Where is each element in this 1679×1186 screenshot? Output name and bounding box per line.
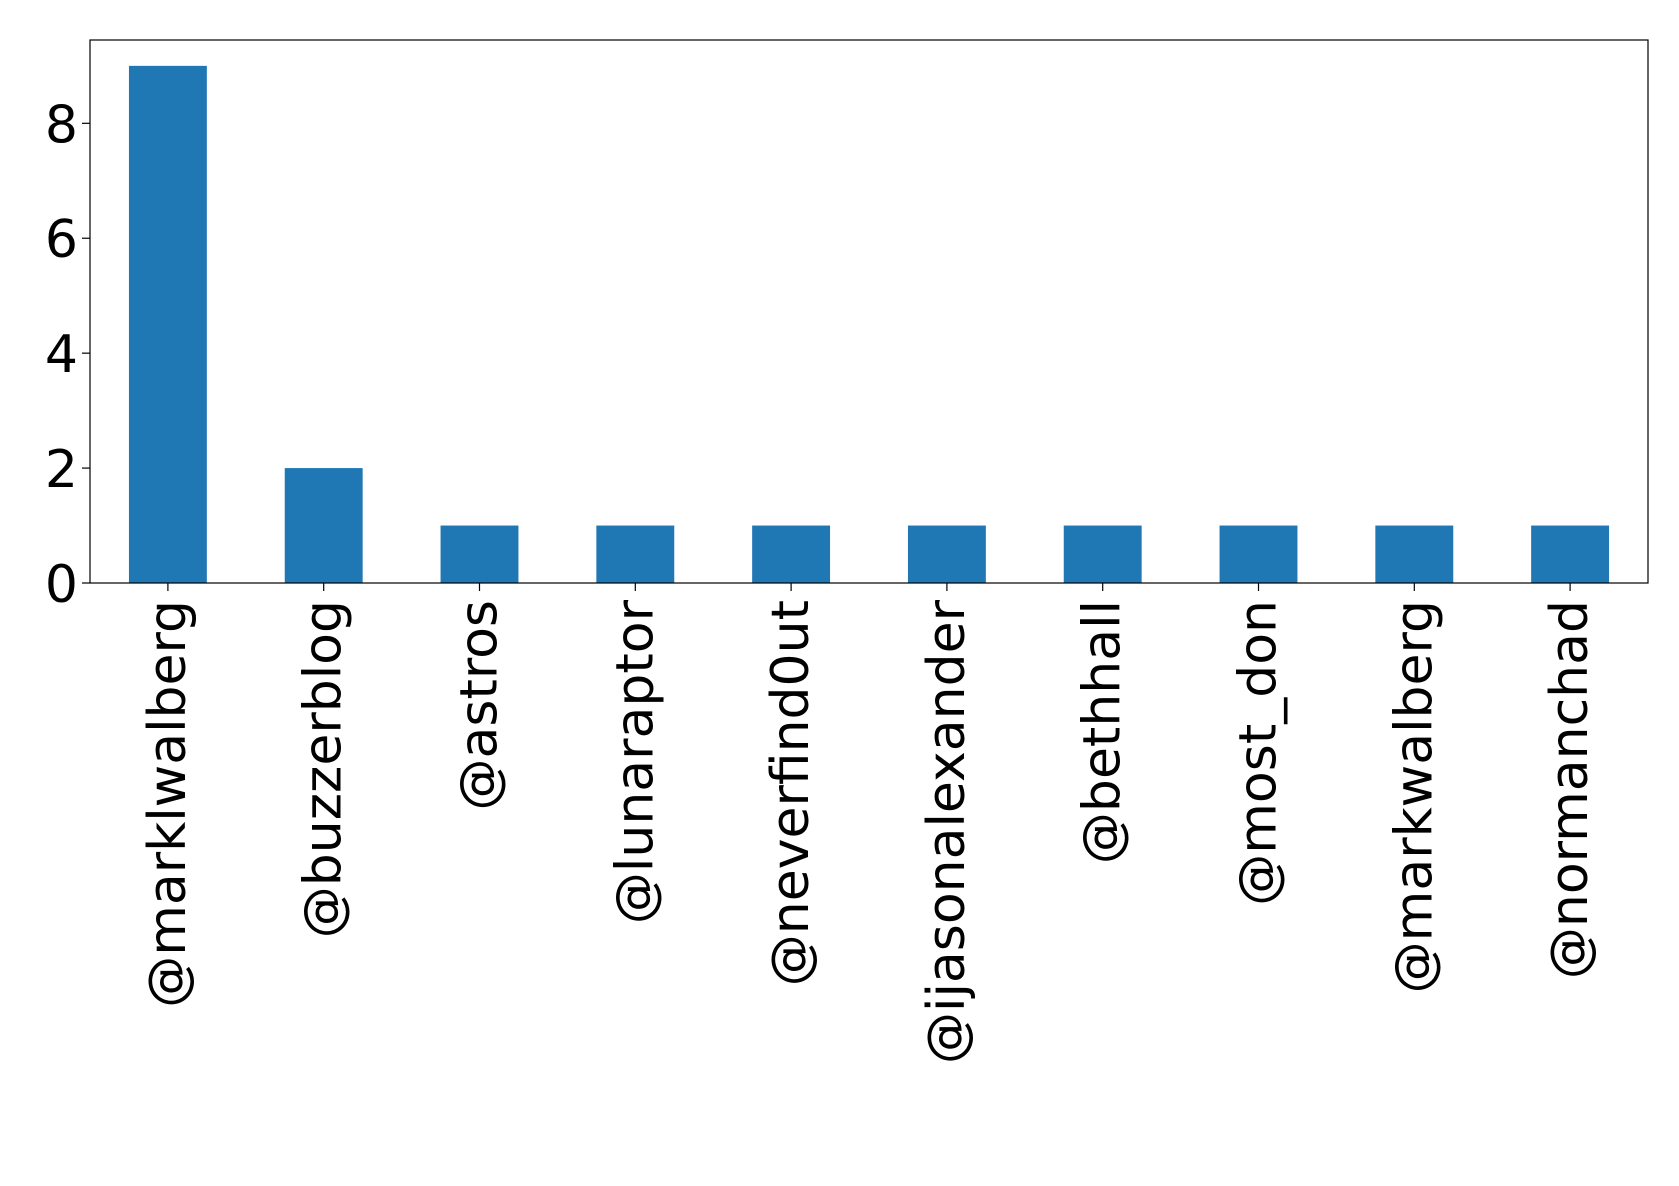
bar-astros [440,525,519,583]
x-tick-label: @normanchad [1540,600,1600,979]
x-tick-label: @ijasonalexander [917,599,977,1064]
x-tick-label: @buzzerblog [294,600,354,938]
y-tick-label: 2 [45,440,78,500]
x-tick-label: @bethhall [1073,600,1133,864]
bar-markwalberg [1375,525,1454,583]
bar-bethhall [1063,525,1142,583]
y-axis: 0 2 4 6 8 [45,95,90,615]
bar-buzzerblog [284,468,363,583]
bar-marklwalberg [128,65,207,584]
y-tick-label: 8 [45,95,78,155]
x-axis: @marklwalberg @buzzerblog @astros @lunarapt… [138,583,1600,1064]
y-tick-label: 6 [45,210,78,270]
x-tick-label: @neverfind0ut [761,600,821,986]
bars-group [128,65,1610,584]
bar-normanchad [1531,525,1610,583]
x-tick-label: @most_don [1229,600,1289,906]
bar-most_don [1219,525,1298,583]
bar-ijasonalexander [907,525,986,583]
x-tick-label: @markwalberg [1384,600,1444,993]
x-tick-label: @lunaraptor [605,599,665,924]
plot-frame [89,39,1649,584]
bar-lunaraptor [596,525,675,583]
y-tick-label: 4 [45,325,78,385]
x-tick-label: @marklwalberg [138,600,198,1008]
x-tick-label: @astros [450,600,510,811]
bar-neverfind0ut [752,525,831,583]
y-tick-label: 0 [45,555,78,615]
